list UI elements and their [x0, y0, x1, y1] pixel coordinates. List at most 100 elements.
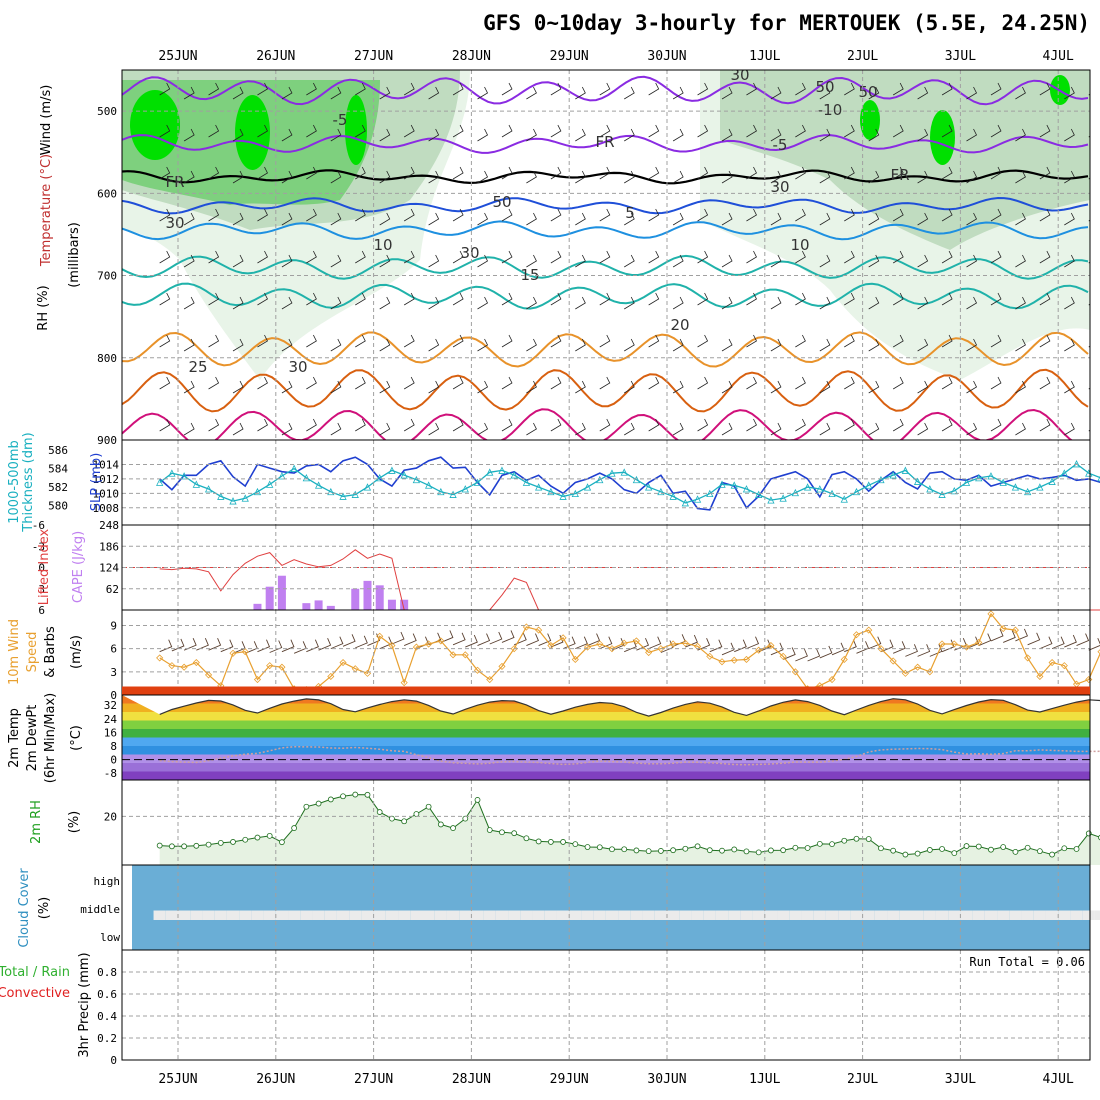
upper-wind-barb	[844, 418, 855, 432]
thickness-point	[791, 488, 800, 497]
upper-wind-barb	[501, 208, 513, 222]
cloud-bar	[1058, 910, 1071, 920]
temperature-contour	[122, 220, 1089, 241]
wind-speed-point	[461, 651, 469, 659]
upper-wind-barb	[306, 250, 317, 264]
temperature-contour	[122, 254, 1089, 280]
wind-barb	[245, 641, 258, 654]
cloud-bar	[569, 910, 582, 920]
rh-point	[853, 835, 860, 842]
cloud-bar	[422, 910, 435, 920]
cloud-bar	[226, 910, 240, 920]
upper-wind-barb	[868, 212, 880, 226]
upper-wind-barb	[183, 422, 195, 436]
y-tick-label: 0	[110, 754, 117, 767]
rh-point	[168, 843, 175, 850]
rh-point	[315, 800, 322, 807]
upper-wind-barb	[306, 334, 317, 348]
cloud-bar	[398, 910, 411, 920]
rh-point	[266, 832, 273, 839]
date-label-top: 27JUN	[354, 49, 393, 64]
upper-wind-barb	[672, 296, 684, 310]
upper-wind-barb	[868, 254, 880, 268]
upper-wind-barb	[624, 254, 635, 268]
thickness-point	[779, 494, 787, 502]
wind-barb	[440, 630, 454, 643]
thickness-point	[400, 471, 408, 479]
upper-wind-barb	[697, 376, 709, 390]
upper-air-panel: -5 -10 -5 FR FR FR 5 10 10 15 20 25 30 30 30 30 30 50 50 50	[122, 70, 1090, 440]
cloud-bar	[850, 910, 863, 920]
rh-point	[474, 797, 481, 803]
cloud-bar	[483, 910, 496, 920]
upper-wind-barb	[257, 292, 268, 306]
rh-point	[743, 848, 750, 855]
temp-band	[122, 729, 1090, 738]
thickness-point	[620, 468, 628, 476]
rh-point	[193, 842, 200, 849]
wind-speed-point	[742, 655, 751, 664]
upper-wind-barb	[257, 334, 268, 348]
upper-wind-barb	[355, 82, 366, 96]
rh-point	[633, 847, 640, 854]
upper-wind-barb	[599, 376, 611, 390]
wind-speed-point	[486, 675, 494, 684]
y-tick-label: -8	[104, 767, 117, 780]
upper-wind-barb	[281, 422, 293, 436]
temp-panel	[122, 686, 1100, 780]
upper-wind-barb	[1064, 86, 1075, 100]
y-tick-label: 800	[97, 352, 117, 365]
wind-speed-point	[632, 637, 641, 645]
panel-label: Wind (m/s)	[39, 85, 54, 156]
cloud-bar	[446, 910, 460, 920]
thickness-point	[657, 487, 665, 496]
upper-wind-barb	[501, 292, 513, 306]
cape-bar	[265, 586, 274, 610]
date-label-top: 1JUL	[749, 49, 780, 64]
thickness-point	[204, 485, 213, 493]
chart-title: GFS 0~10day 3-hourly for MERTOUEK (5.5E,…	[483, 11, 1090, 35]
upper-wind-barb	[208, 166, 220, 180]
upper-wind-barb	[990, 334, 1002, 348]
upper-wind-barb	[721, 338, 733, 352]
rh-point	[401, 818, 408, 825]
upper-wind-barb	[477, 254, 489, 268]
wind-barb	[257, 639, 271, 653]
lifted-index-line	[159, 549, 1100, 611]
upper-wind-barb	[208, 208, 220, 222]
upper-wind-barb	[330, 380, 342, 394]
upper-wind-barb	[257, 250, 268, 264]
y-tick-label: 1010	[93, 487, 120, 500]
rh-point	[217, 840, 224, 846]
cloud-bar	[728, 910, 741, 920]
rh-point	[156, 842, 163, 849]
thickness-point	[180, 472, 188, 480]
cloud-bar	[1070, 910, 1083, 920]
thickness-point	[803, 483, 812, 491]
contour-label: FR	[890, 166, 909, 184]
date-label-bottom: 29JUN	[550, 1072, 589, 1087]
upper-wind-barb	[575, 128, 586, 142]
upper-wind-barb	[1039, 208, 1051, 222]
upper-wind-barb	[355, 208, 366, 222]
date-label-top: 3JUL	[945, 49, 976, 64]
wind-speed-point	[1048, 658, 1056, 667]
cloud-bar	[434, 910, 447, 920]
thickness-point	[901, 466, 910, 474]
rh-point	[303, 803, 310, 810]
rh-point	[804, 845, 811, 851]
cloud-bar	[630, 910, 643, 920]
cloud-bar	[153, 910, 166, 920]
thickness-point	[767, 496, 775, 504]
cape-bar	[375, 585, 384, 610]
cloud-bar	[642, 910, 655, 920]
cloud-bar	[593, 910, 606, 920]
upper-wind-barb	[795, 166, 806, 180]
cloud-bar	[385, 910, 399, 920]
contour-label: -5	[333, 111, 348, 129]
cloud-bar	[459, 910, 472, 920]
date-label-top: 29JUN	[550, 49, 589, 64]
upper-wind-barb	[917, 338, 929, 352]
rh-point	[499, 829, 505, 836]
upper-wind-barb	[941, 376, 953, 390]
